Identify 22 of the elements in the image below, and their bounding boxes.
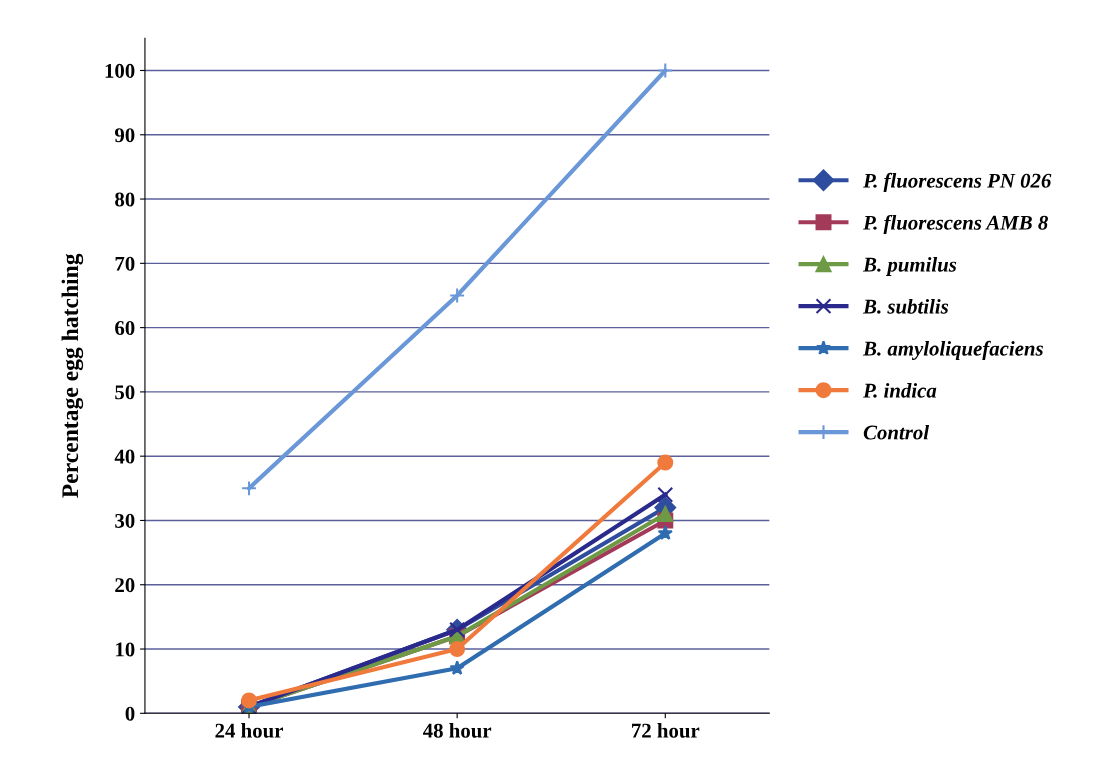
legend-label: B. subtilis <box>862 298 949 314</box>
legend-label: P. fluorescens AMB 8 <box>863 214 1048 234</box>
y-tick-label: 40 <box>114 449 135 464</box>
y-tick-label: 30 <box>115 513 135 528</box>
legend-label: P. indica <box>863 382 937 398</box>
x-tick-label: 24 hour <box>215 723 284 738</box>
legend-label: B. pumilus <box>862 257 957 276</box>
y-tick-label: 100 <box>105 63 135 78</box>
y-tick-label: 70 <box>115 256 135 271</box>
legend-label: B. amyloliquefaciens <box>862 340 1043 360</box>
y-axis-title: Percentage egg hatching <box>61 253 84 498</box>
y-tick-label: 90 <box>114 128 135 143</box>
x-tick-label: 72 hour <box>632 723 700 738</box>
y-tick-label: 0 <box>125 706 135 721</box>
y-tick-label: 60 <box>115 320 135 336</box>
y-tick-label: 50 <box>115 385 135 400</box>
x-tick-label: 48 hour <box>423 723 492 738</box>
y-tick-label: 10 <box>116 642 135 657</box>
y-tick-label: 80 <box>115 192 135 207</box>
legend-label: Control <box>863 424 930 440</box>
legend-label: P. fluorescens PN 026 <box>863 172 1052 192</box>
y-tick-label: 20 <box>115 578 135 593</box>
